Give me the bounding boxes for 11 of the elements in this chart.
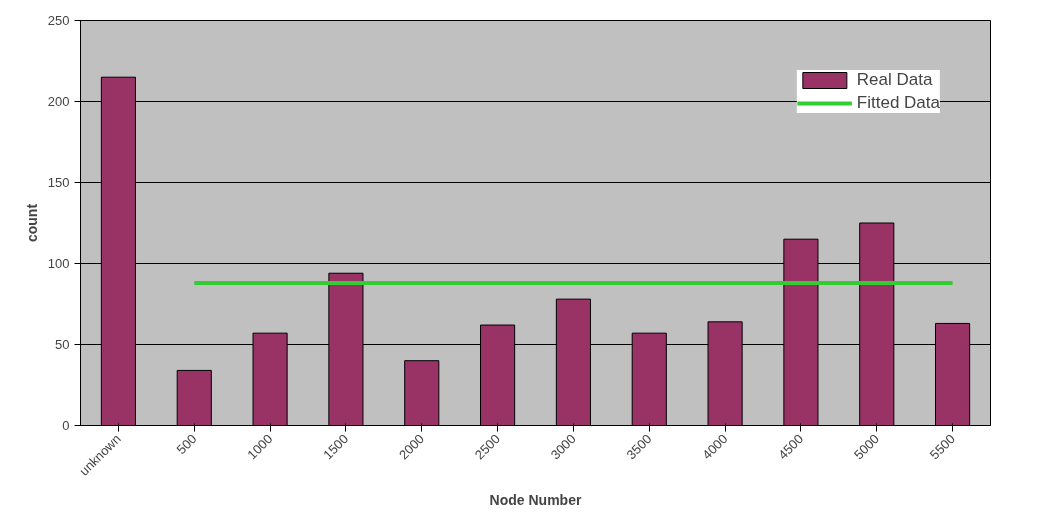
y-tick-label: 200	[47, 94, 70, 109]
y-tick-label: 150	[47, 175, 70, 190]
y-tick-label: 0	[62, 418, 70, 433]
y-tick-label: 50	[55, 337, 70, 352]
y-tick-label: 250	[47, 13, 70, 28]
y-axis-title: count	[23, 203, 40, 243]
x-tick-label: 500	[173, 431, 200, 458]
y-tick-label: 100	[47, 256, 70, 271]
legend-label: Fitted Data	[856, 93, 940, 113]
legend-label: Real Data	[856, 70, 933, 90]
x-axis-title: Node Number	[489, 491, 582, 508]
